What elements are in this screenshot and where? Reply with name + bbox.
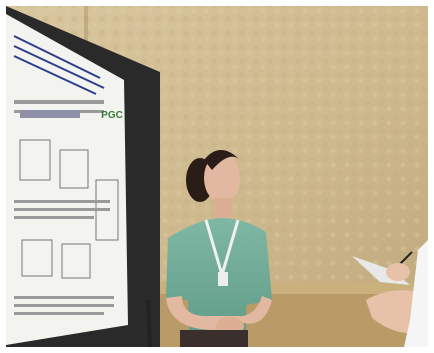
poster-logo: PGC: [101, 110, 123, 121]
listener-sleeve: [404, 240, 428, 347]
board-leg: [146, 299, 152, 348]
poster-section-bar: [20, 110, 80, 118]
poster: [6, 14, 128, 345]
presenter: [166, 150, 272, 347]
poster-figures: [19, 139, 119, 279]
poster-content: [13, 35, 105, 95]
